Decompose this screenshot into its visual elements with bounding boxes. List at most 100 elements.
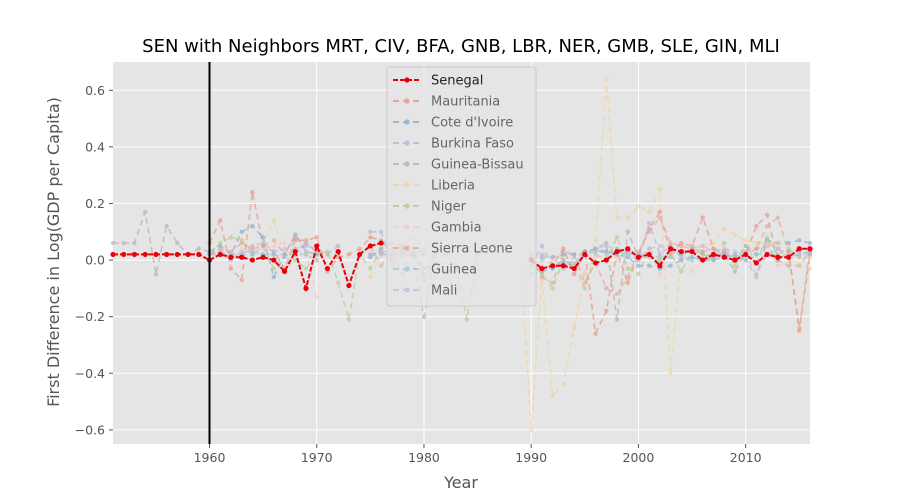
series-senegal <box>110 240 813 293</box>
data-point <box>196 251 202 258</box>
legend-label: Burkina Faso <box>431 137 514 152</box>
data-point <box>550 393 555 399</box>
legend-marker <box>404 287 410 293</box>
legend-label: Guinea-Bissau <box>431 158 524 173</box>
data-point <box>378 263 384 268</box>
data-point <box>679 269 684 274</box>
data-point <box>282 252 287 257</box>
data-point <box>196 246 201 251</box>
x-tick-label: 2010 <box>730 450 762 465</box>
data-point <box>754 240 759 246</box>
data-point <box>571 255 577 260</box>
data-point <box>797 238 802 243</box>
data-point <box>807 246 813 252</box>
y-tick-label: −0.6 <box>75 422 105 437</box>
legend: Senegal Mauritania Cote d'Ivoire Burkina Fa… <box>386 66 537 307</box>
data-point <box>700 249 705 254</box>
data-point <box>625 246 631 252</box>
legend-marker <box>404 182 410 188</box>
data-point <box>657 255 663 260</box>
data-point <box>732 257 738 263</box>
legend-marker <box>404 98 410 104</box>
data-point <box>346 252 352 257</box>
data-point <box>539 265 545 272</box>
data-point <box>582 280 588 285</box>
data-point <box>239 254 245 260</box>
data-point <box>561 382 566 387</box>
legend-item: Senegal <box>393 74 483 89</box>
data-point <box>593 255 598 260</box>
legend-marker <box>404 203 410 209</box>
data-point <box>281 268 288 274</box>
data-point <box>710 251 717 258</box>
data-point <box>722 240 727 246</box>
data-point <box>368 235 373 240</box>
legend-item: Mauritania <box>393 95 500 110</box>
data-point <box>786 240 791 246</box>
data-point <box>131 251 138 258</box>
data-point <box>625 252 630 257</box>
legend-marker <box>404 119 410 125</box>
data-point <box>689 248 695 255</box>
data-point <box>807 252 813 257</box>
data-point <box>604 286 609 291</box>
data-point <box>228 235 234 240</box>
data-point <box>121 251 127 258</box>
data-point <box>614 248 620 255</box>
data-point <box>250 243 255 249</box>
data-point <box>303 285 309 291</box>
legend-item: Cote d'Ivoire <box>393 116 513 131</box>
series-line <box>113 211 210 275</box>
data-point <box>292 248 298 255</box>
y-tick-label: 0.6 <box>85 83 105 98</box>
y-tick-label: −0.4 <box>75 366 105 381</box>
x-tick-label: 1980 <box>408 450 440 465</box>
legend-marker <box>404 161 410 167</box>
legend-marker <box>404 77 410 83</box>
x-tick-label: 1990 <box>515 450 547 465</box>
data-point <box>314 257 319 263</box>
data-point <box>271 238 277 243</box>
data-point <box>560 263 566 269</box>
data-point <box>164 223 169 229</box>
data-point <box>271 257 277 263</box>
data-point <box>753 260 759 266</box>
data-point <box>346 282 352 289</box>
data-point <box>743 238 748 243</box>
data-point <box>764 243 770 249</box>
data-point <box>539 252 545 257</box>
data-point <box>646 263 652 268</box>
data-point <box>700 257 706 263</box>
data-point <box>303 266 309 271</box>
data-point <box>678 248 684 255</box>
legend-marker <box>404 140 410 146</box>
data-point <box>743 257 748 263</box>
y-tick-label: 0.0 <box>85 253 105 268</box>
data-point <box>732 269 738 274</box>
data-point <box>550 286 555 291</box>
legend-label: Guinea <box>431 263 477 278</box>
legend-label: Gambia <box>431 221 482 236</box>
data-point <box>378 229 384 234</box>
data-point <box>625 215 630 220</box>
data-point <box>754 246 759 251</box>
data-point <box>271 243 277 249</box>
data-point <box>314 243 320 249</box>
data-point <box>722 226 727 232</box>
data-point <box>260 235 266 240</box>
data-point <box>571 272 577 277</box>
data-point <box>625 274 630 280</box>
data-point <box>250 223 255 229</box>
data-point <box>368 252 373 257</box>
data-point <box>464 317 470 322</box>
data-point <box>239 229 244 234</box>
data-point <box>260 240 266 246</box>
data-point <box>249 257 255 263</box>
data-point <box>721 254 727 260</box>
data-point <box>604 243 609 249</box>
data-point <box>282 240 287 246</box>
data-point <box>271 218 277 223</box>
data-point <box>142 251 148 258</box>
data-point <box>303 252 309 257</box>
